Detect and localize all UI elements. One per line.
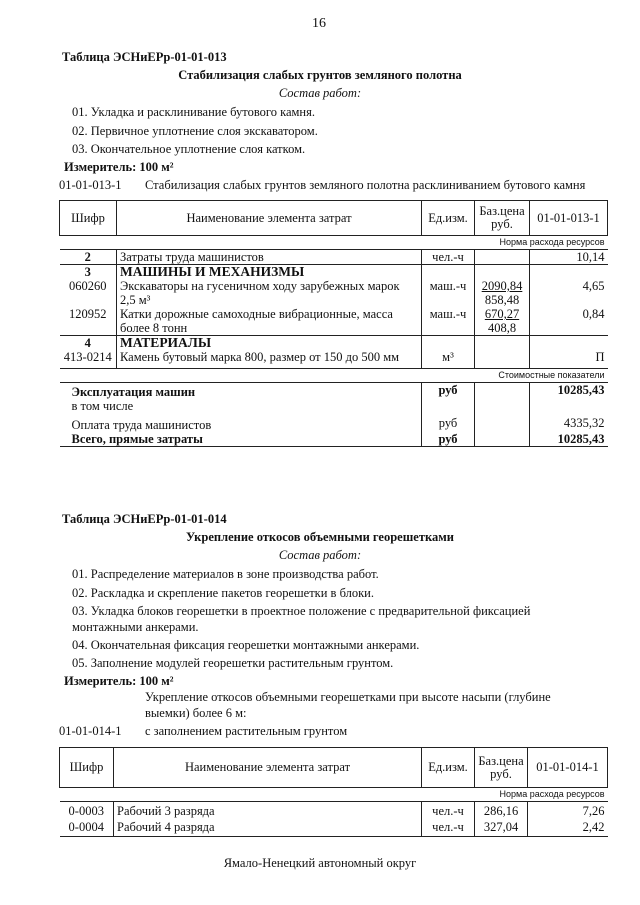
cell: Эксплуатация машин [71, 385, 196, 399]
cell: 7,26 [527, 801, 608, 818]
work-item: 01. Распределение материалов в зоне прои… [72, 567, 379, 581]
cell: 10285,43 [529, 382, 608, 399]
cell: 0-0004 [59, 818, 114, 837]
group-description: Укрепление откосов объемными георешеткам… [145, 690, 551, 704]
work-item: 02. Раскладка и скрепление пакетов георе… [72, 586, 374, 600]
cell: 10285,43 [529, 432, 608, 447]
header-cell: Баз.цена руб. [474, 747, 528, 788]
cell: чел.-ч [421, 801, 475, 818]
price: 2090,84 [481, 279, 523, 293]
cell: Камень бутовый марка 800, размер от 150 … [116, 350, 422, 369]
group-description: выемки) более 6 м: [145, 706, 247, 720]
cell: 060260 [69, 279, 107, 293]
footer: Ямало-Ненецкий автономный округ [223, 856, 417, 870]
measure: Измеритель: 100 м² [64, 160, 174, 174]
table-row: 060260 Экскаваторы на гусеничном ходу зар… [60, 279, 608, 307]
cell: 4 [84, 336, 91, 350]
table-row: 3 МАШИНЫ И МЕХАНИЗМЫ [60, 264, 608, 279]
price: 408,8 [487, 321, 517, 335]
table-row: 120952 Катки дорожные самоходные вибрацио… [59, 307, 608, 336]
price: 670,27 [484, 307, 520, 321]
cell: чел.-ч [421, 249, 475, 265]
header-cell: Наименование элемента затрат [113, 747, 422, 788]
header-cell: Ед.изм. [421, 747, 475, 788]
cell: 120952 [59, 307, 117, 336]
works-label: Состав работ: [278, 548, 362, 562]
cell: Экскаваторы на гусеничном ходу зарубежны… [116, 279, 422, 307]
cell: П [529, 350, 608, 369]
cost-row: в том числе [60, 399, 608, 416]
table-row: 0-0004 Рабочий 4 разряда чел.-ч 327,04 2,42 [59, 818, 608, 837]
cell: Катки дорожные самоходные вибрационные, … [116, 307, 422, 336]
cell: МАШИНЫ И МЕХАНИЗМЫ [116, 264, 422, 279]
cell: Затраты труда машинистов [116, 249, 422, 265]
cell: в том числе [71, 399, 134, 413]
cell: МАТЕРИАЛЫ [116, 335, 422, 350]
cell: Рабочий 3 разряда [113, 801, 422, 818]
resource-table: Шифр Наименование элемента затрат Ед.изм. Б… [59, 747, 608, 837]
cell: 4,65 [529, 279, 608, 307]
table-label: Таблица ЭСНиЕРр-01-01-014 [62, 512, 227, 526]
item-code: 01-01-013-1 [59, 178, 122, 192]
header-cell: Баз.цена руб. [474, 200, 530, 236]
cell: руб [421, 432, 475, 447]
cost-label: Стоимостные показатели [59, 368, 608, 383]
works-label: Состав работ: [278, 86, 362, 100]
resource-table: Шифр Наименование элемента затрат Ед.изм. Б… [59, 200, 608, 447]
cost-row: Эксплуатация машин руб 10285,43 [60, 382, 608, 399]
table-row: 413-0214 Камень бутовый марка 800, размер… [60, 350, 608, 369]
table-row: 0-0003 Рабочий 3 разряда чел.-ч 286,16 7,26 [60, 801, 608, 818]
item-code: 01-01-014-1 [59, 724, 122, 738]
norm-label: Норма расхода ресурсов [59, 235, 608, 250]
cell: 2,42 [527, 818, 608, 837]
table-label: Таблица ЭСНиЕРр-01-01-013 [62, 50, 227, 64]
cell: руб [421, 382, 475, 399]
header-cell: Шифр [59, 747, 114, 788]
cell: м³ [421, 350, 475, 369]
cell: 286,16 [474, 801, 528, 818]
section-title: Укрепление откосов объемными георешеткам… [186, 530, 454, 544]
cell: 4335,32 [529, 416, 608, 432]
cost-row: Оплата труда машинистов руб 4335,32 [60, 416, 608, 432]
cell: чел.-ч [421, 818, 475, 837]
price: 858,48 [484, 293, 520, 307]
table-row: 2 Затраты труда машинистов чел.-ч 10,14 [59, 249, 608, 265]
header-cell: 01-01-013-1 [529, 200, 608, 236]
header-cell: Ед.изм. [421, 200, 475, 236]
work-item: 03. Укладка блоков георешетки в проектно… [72, 604, 531, 618]
item-description: Стабилизация слабых грунтов земляного по… [145, 178, 586, 192]
work-item: 03. Окончательное уплотнение слоя катком… [72, 142, 306, 156]
page-number: 16 [312, 16, 326, 31]
cell: Всего, прямые затраты [59, 432, 422, 447]
cell: 327,04 [474, 818, 528, 837]
cell: маш.-ч [421, 279, 475, 307]
cell: 0,84 [529, 307, 608, 336]
work-item: монтажными анкерами. [72, 620, 199, 634]
header-cell: Наименование элемента затрат [116, 200, 422, 236]
cell: 2 [59, 249, 117, 265]
cell: руб [421, 416, 475, 432]
cell: 10,14 [529, 249, 608, 265]
cell: маш.-ч [421, 307, 475, 336]
cell: 0-0003 [68, 804, 104, 818]
work-item: 01. Укладка и расклинивание бутового кам… [72, 105, 315, 119]
cell: 413-0214 [63, 350, 112, 364]
section-title: Стабилизация слабых грунтов земляного по… [178, 68, 462, 82]
header-cell: 01-01-014-1 [527, 747, 608, 788]
item-description: с заполнением растительным грунтом [145, 724, 348, 738]
measure: Измеритель: 100 м² [64, 674, 174, 688]
cell: Рабочий 4 разряда [113, 818, 422, 837]
cost-row: Всего, прямые затраты руб 10285,43 [59, 432, 608, 447]
work-item: 02. Первичное уплотнение слоя экскаватор… [72, 124, 318, 138]
cell: Оплата труда машинистов [71, 418, 212, 432]
header-cell: Шифр [59, 200, 117, 236]
cell: 3 [84, 265, 91, 279]
table-row: 4 МАТЕРИАЛЫ [60, 335, 608, 350]
norm-label: Норма расхода ресурсов [59, 787, 608, 802]
work-item: 04. Окончательная фиксация георешетки мо… [72, 638, 420, 652]
work-item: 05. Заполнение модулей георешетки растит… [72, 656, 394, 670]
